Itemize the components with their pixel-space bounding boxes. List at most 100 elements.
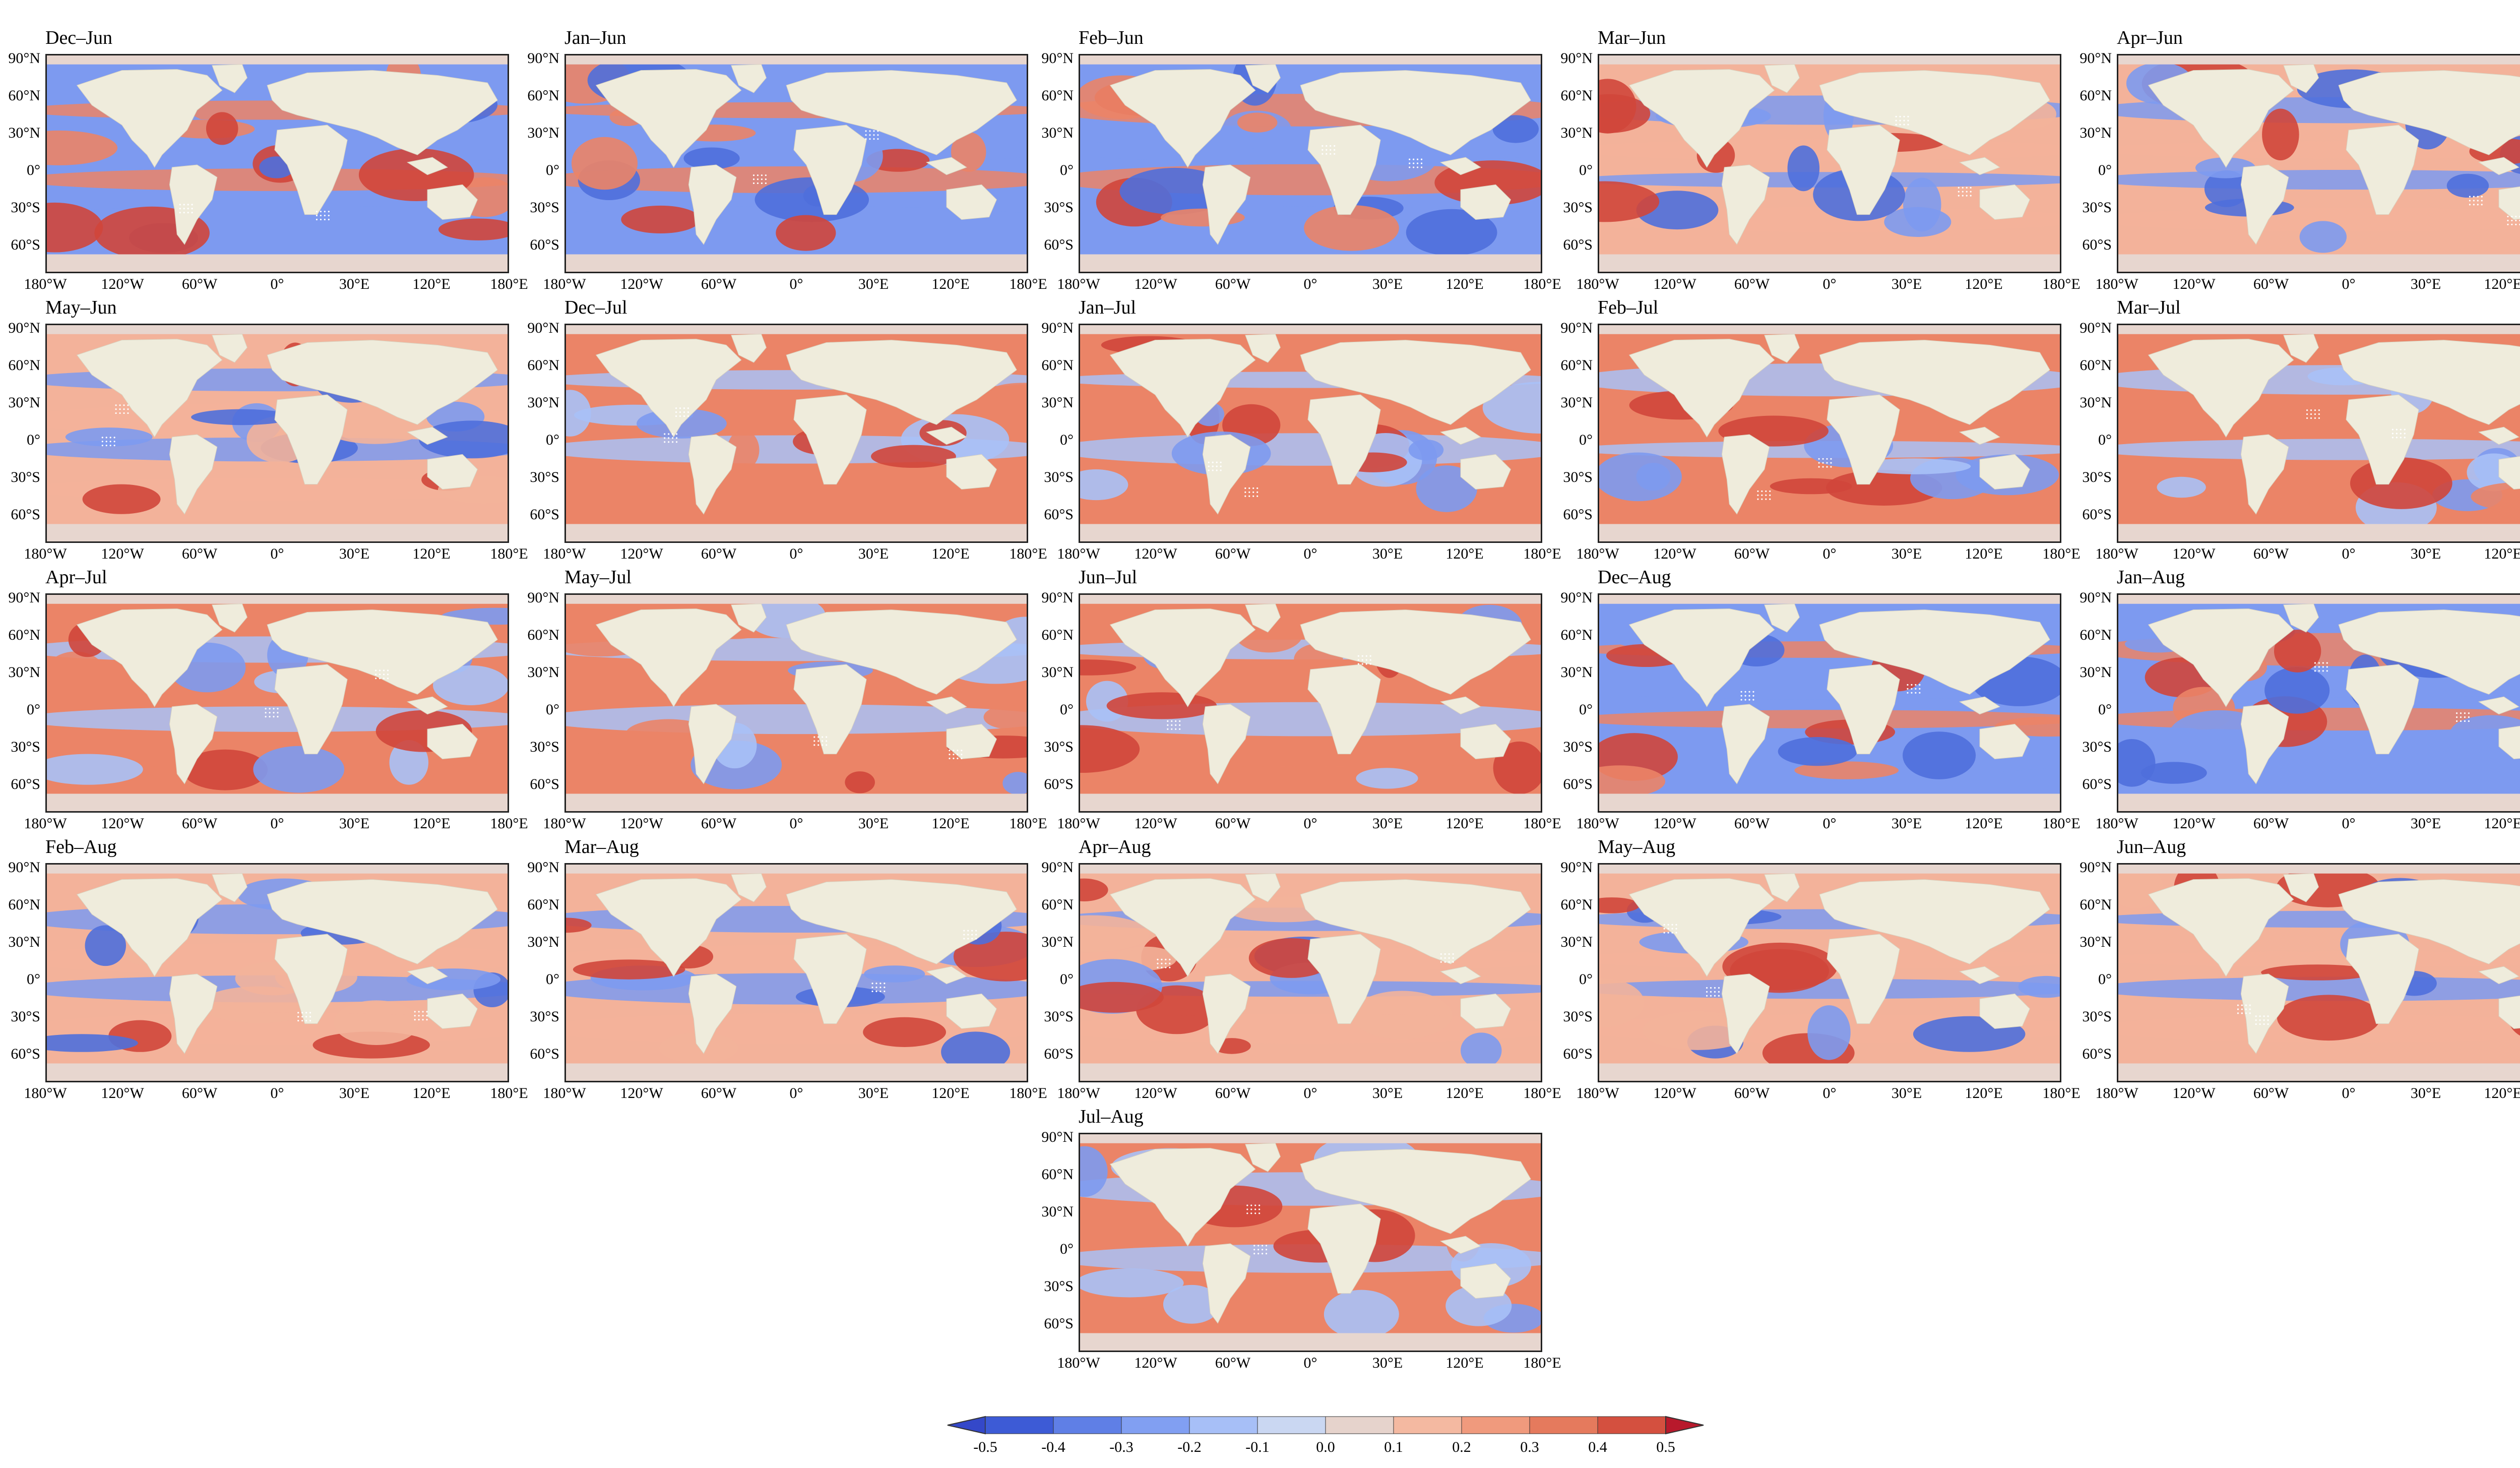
lat-tick-label: 60°S: [1552, 507, 1593, 522]
significance-dot: [683, 415, 685, 417]
significance-dot: [1421, 159, 1422, 160]
significance-dot: [1167, 724, 1168, 726]
lat-tick-label: 0°: [1552, 972, 1593, 987]
lon-tick-label: 120°W: [1134, 277, 1177, 292]
significance-dot: [2460, 712, 2462, 714]
map-panel: Dec–Aug 90°N 60°N 30°N 0° 30°S 60°S 180°W 120°W 6…: [1598, 567, 2092, 834]
significance-dot: [115, 408, 117, 410]
lon-tick-label: 60°W: [1734, 816, 1770, 831]
lon-tick-label: 30°E: [2411, 277, 2441, 292]
panel-title: Feb–Jun: [1079, 28, 1144, 48]
significance-dot: [106, 441, 107, 442]
significance-dot: [971, 930, 973, 932]
arctic-cap: [1599, 55, 2060, 65]
panel-title: May–Jun: [45, 297, 116, 318]
lat-tick-label: 0°: [2071, 433, 2112, 448]
lat-tick-label: 60°S: [2071, 777, 2112, 792]
significance-dot: [1752, 699, 1754, 701]
colorbar-tick-label: 0.5: [1656, 1439, 1675, 1456]
lat-tick-label: 30°N: [1033, 395, 1074, 410]
significance-dot: [2511, 220, 2512, 221]
antarctic-cap: [2118, 793, 2520, 811]
lon-tick-label: 180°W: [24, 816, 67, 831]
lat-tick-label: 90°N: [1033, 1130, 1074, 1145]
colorbar-segment: [1053, 1417, 1121, 1434]
significance-dot: [1326, 153, 1327, 155]
panel-title: Jun–Aug: [2117, 837, 2186, 857]
significance-dot: [1169, 963, 1170, 964]
correlation-map: [47, 55, 508, 272]
anomaly-region: [864, 965, 925, 983]
correlation-map: [2118, 325, 2520, 541]
lat-tick-label: 90°N: [0, 321, 40, 336]
significance-dot: [2314, 417, 2316, 419]
antarctic-cap: [1080, 524, 1541, 541]
lon-tick-label: 180°E: [1009, 816, 1047, 831]
lon-tick-label: 60°W: [2253, 816, 2289, 831]
significance-dot: [2400, 433, 2402, 434]
significance-dot: [875, 983, 877, 984]
significance-dot: [1896, 120, 1897, 121]
lat-tick-label: 60°N: [2071, 88, 2112, 103]
arctic-cap: [566, 865, 1027, 874]
significance-dot: [967, 934, 969, 935]
colorbar-segment: [1121, 1417, 1189, 1434]
significance-dot: [2267, 1015, 2269, 1017]
arctic-cap: [47, 325, 508, 334]
lat-tick-label: 30°S: [519, 200, 559, 215]
significance-dot: [309, 1012, 311, 1013]
lon-tick-label: 180°W: [1057, 1086, 1100, 1101]
significance-dot: [2515, 224, 2516, 225]
colorbar-segment: [1326, 1417, 1394, 1434]
significance-dot: [1453, 957, 1454, 959]
lon-tick-label: 30°E: [339, 1086, 369, 1101]
significance-dot: [2255, 1019, 2257, 1021]
significance-dot: [1448, 957, 1450, 959]
significance-dot: [301, 1020, 303, 1021]
significance-dot: [1706, 995, 1708, 997]
lon-tick-label: 180°W: [1576, 277, 1619, 292]
antarctic-cap: [1080, 1333, 1541, 1351]
significance-dot: [1330, 153, 1331, 155]
arctic-cap: [566, 595, 1027, 604]
significance-dot: [2464, 720, 2466, 722]
significance-dot: [2481, 204, 2483, 205]
panel-title: Mar–Jun: [1598, 28, 1666, 48]
correlation-map: [1080, 865, 1541, 1081]
lon-tick-label: 60°W: [2253, 546, 2289, 562]
significance-dot: [2456, 716, 2458, 718]
significance-dot: [683, 407, 685, 409]
lon-tick-label: 120°W: [1653, 1086, 1696, 1101]
significance-dot: [1911, 684, 1912, 686]
lat-tick-label: 60°N: [2071, 358, 2112, 373]
significance-dot: [1970, 191, 1972, 193]
significance-dot: [664, 433, 665, 435]
significance-dot: [179, 212, 181, 213]
significance-dot: [668, 441, 669, 443]
significance-dot: [2310, 413, 2312, 415]
lat-tick-label: 0°: [1552, 433, 1593, 448]
significance-dot: [123, 412, 124, 414]
colorbar-tick-label: -0.2: [1177, 1439, 1202, 1456]
lon-tick-label: 60°W: [182, 1086, 217, 1101]
significance-dot: [1958, 191, 1960, 193]
significance-dot: [110, 437, 111, 438]
significance-dot: [1157, 963, 1158, 964]
significance-dot: [1907, 692, 1908, 694]
lon-tick-label: 30°E: [2411, 546, 2441, 562]
anomaly-band: [2118, 439, 2520, 460]
correlation-map: [1599, 325, 2060, 541]
lat-tick-label: 30°S: [1033, 470, 1074, 485]
significance-dot: [183, 204, 185, 205]
significance-dot: [676, 441, 677, 443]
lat-tick-label: 30°S: [0, 740, 40, 755]
significance-dot: [668, 437, 669, 439]
significance-dot: [1321, 153, 1323, 155]
lat-tick-label: 30°N: [2071, 665, 2112, 680]
significance-dot: [1822, 458, 1823, 460]
significance-dot: [1664, 932, 1665, 934]
lat-tick-label: 90°N: [1552, 860, 1593, 875]
panel-title: Jun–Jul: [1079, 567, 1137, 587]
panel-title: Jan–Jun: [564, 28, 626, 48]
lon-tick-label: 120°W: [101, 277, 144, 292]
